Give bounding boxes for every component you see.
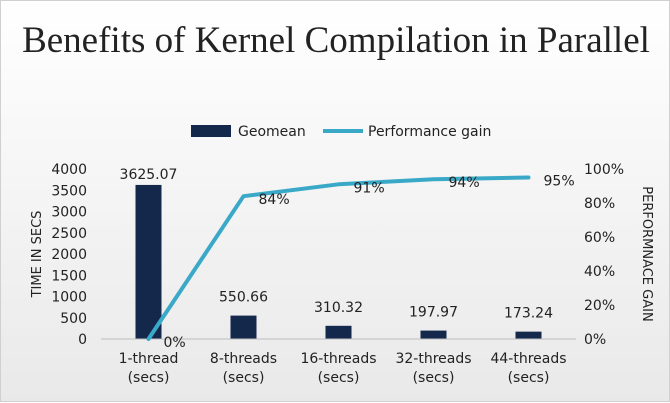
line-point-performance-gain <box>242 194 245 198</box>
line-data-label: 91% <box>354 180 385 196</box>
y2-tick-label: 20% <box>584 298 615 314</box>
line-data-label: 94% <box>449 175 480 191</box>
y-tick-label: 3000 <box>51 205 87 221</box>
line-point-performance-gain <box>432 177 435 181</box>
legend-label-geomean: Geomean <box>238 124 306 140</box>
line-data-label: 95% <box>544 174 575 190</box>
y2-tick-label: 60% <box>584 230 615 246</box>
chart-title: Benefits of Kernel Compilation in Parall… <box>22 20 650 61</box>
bar-geomean <box>325 325 352 339</box>
x-tick-label: 32-threads (secs) <box>395 351 471 386</box>
y-tick-label: 0 <box>78 332 87 348</box>
y-tick-label: 2000 <box>51 247 87 263</box>
line-data-label: 84% <box>259 192 290 208</box>
line-point-performance-gain <box>337 182 340 186</box>
y2-axis-title: PERFORMNACE GAIN <box>639 186 654 321</box>
y2-tick-label: 0% <box>584 332 606 348</box>
y2-tick-label: 100% <box>584 162 624 178</box>
y-tick-label: 500 <box>60 311 87 327</box>
bar-data-label: 3625.07 <box>120 167 178 183</box>
bar-geomean <box>420 330 447 339</box>
y2-tick-label: 80% <box>584 196 615 212</box>
legend-label-performance-gain: Performance gain <box>368 124 491 140</box>
line-point-performance-gain <box>147 337 150 341</box>
x-tick-label: 44-threads (secs) <box>490 351 566 386</box>
bar-geomean <box>230 315 257 339</box>
y-tick-label: 4000 <box>51 162 87 178</box>
line-point-performance-gain <box>527 176 530 179</box>
line-data-label: 0% <box>164 335 186 351</box>
y2-tick-label: 40% <box>584 264 615 280</box>
x-tick-label: 8-threads (secs) <box>210 351 277 386</box>
legend-swatch-geomean <box>191 125 231 137</box>
bar-geomean <box>515 331 542 339</box>
y-tick-label: 3500 <box>51 183 87 199</box>
x-tick-label: 1-thread (secs) <box>119 351 179 386</box>
y-tick-label: 1000 <box>51 290 87 306</box>
y-axis-title: TIME IN SECS <box>30 211 45 299</box>
bar-data-label: 173.24 <box>504 306 553 322</box>
bar-data-label: 197.97 <box>409 305 458 321</box>
bar-geomean <box>135 184 162 339</box>
y-tick-label: 2500 <box>51 226 87 242</box>
x-tick-label: 16-threads (secs) <box>300 351 376 386</box>
bar-data-label: 310.32 <box>314 300 363 316</box>
bar-data-label: 550.66 <box>219 290 268 306</box>
y-tick-label: 1500 <box>51 268 87 284</box>
